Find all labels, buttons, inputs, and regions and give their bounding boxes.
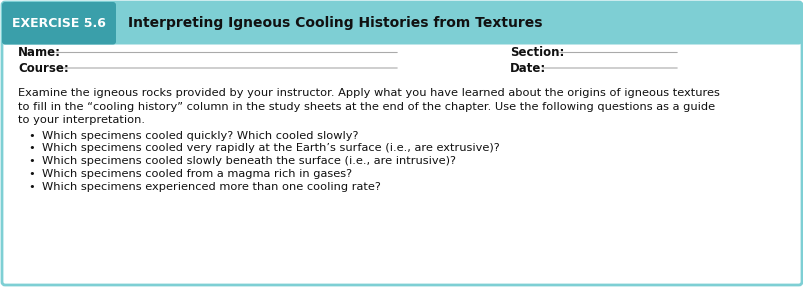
Text: EXERCISE 5.6: EXERCISE 5.6 [12, 17, 106, 30]
Text: •: • [29, 182, 35, 192]
Text: •: • [29, 169, 35, 179]
Text: Date:: Date: [509, 61, 545, 75]
Text: Interpreting Igneous Cooling Histories from Textures: Interpreting Igneous Cooling Histories f… [128, 16, 542, 30]
Text: to your interpretation.: to your interpretation. [18, 115, 145, 125]
FancyBboxPatch shape [2, 2, 116, 44]
Text: Course:: Course: [18, 61, 69, 75]
Text: Which specimens cooled quickly? Which cooled slowly?: Which specimens cooled quickly? Which co… [42, 131, 358, 141]
Text: •: • [29, 156, 35, 166]
Text: Which specimens cooled slowly beneath the surface (i.e., are intrusive)?: Which specimens cooled slowly beneath th… [42, 156, 455, 166]
Text: Examine the igneous rocks provided by your instructor. Apply what you have learn: Examine the igneous rocks provided by yo… [18, 88, 719, 98]
Text: Name:: Name: [18, 46, 61, 59]
Text: to fill in the “cooling history” column in the study sheets at the end of the ch: to fill in the “cooling history” column … [18, 102, 714, 112]
Bar [5, 5, 798, 42]
Text: Section:: Section: [509, 46, 564, 59]
Bar [70, 5, 115, 42]
Text: •: • [29, 143, 35, 153]
Text: •: • [29, 131, 35, 141]
Text: Which specimens experienced more than one cooling rate?: Which specimens experienced more than on… [42, 182, 381, 192]
FancyBboxPatch shape [2, 2, 801, 44]
Text: Which specimens cooled from a magma rich in gases?: Which specimens cooled from a magma rich… [42, 169, 352, 179]
Text: Which specimens cooled very rapidly at the Earth’s surface (i.e., are extrusive): Which specimens cooled very rapidly at t… [42, 143, 499, 153]
